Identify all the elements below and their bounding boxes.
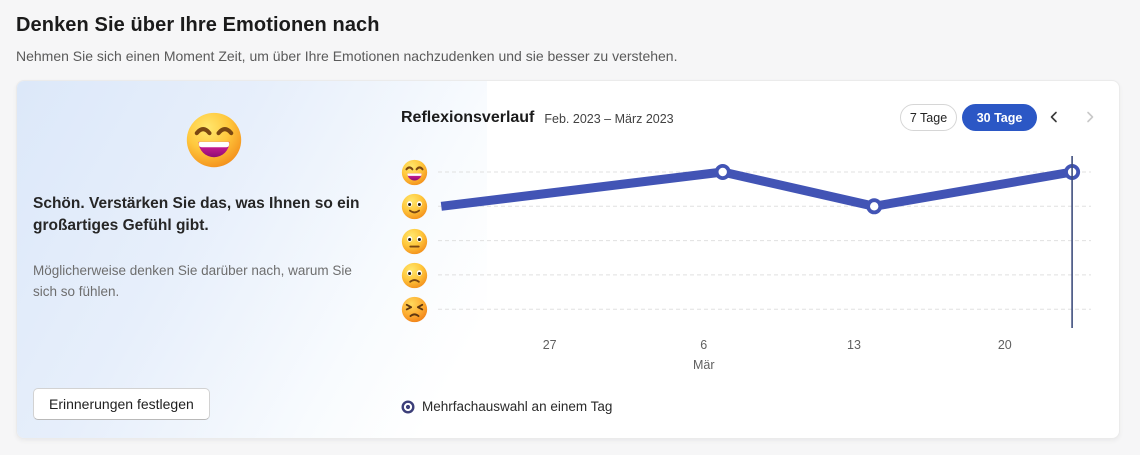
reflection-card: Schön. Verstärken Sie das, was Ihnen so … bbox=[16, 80, 1120, 439]
neutral-face-icon bbox=[401, 228, 428, 254]
mood-summary-panel: Schön. Verstärken Sie das, was Ihnen so … bbox=[17, 81, 487, 438]
data-point-marker-center bbox=[870, 202, 879, 211]
x-axis-tick: 13 bbox=[847, 338, 861, 352]
reflection-line-chart[interactable] bbox=[438, 151, 1091, 341]
multi-selection-dot-icon bbox=[401, 400, 415, 413]
data-point-marker-center bbox=[718, 167, 727, 177]
mood-description: Möglicherweise denken Sie darüber nach, … bbox=[33, 263, 352, 299]
next-period-button[interactable] bbox=[1079, 106, 1101, 128]
laughing-face-icon bbox=[401, 159, 428, 186]
range-30-days-button[interactable]: 30 Tage bbox=[962, 104, 1037, 131]
mood-heading: Schön. Verstärken Sie das, was Ihnen so … bbox=[33, 195, 360, 234]
chart-date-range: Feb. 2023 – März 2023 bbox=[544, 112, 674, 126]
page-subtitle: Nehmen Sie sich einen Moment Zeit, um üb… bbox=[16, 48, 678, 64]
persevering-face-icon bbox=[401, 296, 428, 323]
mood-trend-line bbox=[440, 167, 1073, 211]
chevron-right-icon bbox=[1087, 111, 1094, 123]
chart-header: Reflexionsverlauf Feb. 2023 – März 2023 bbox=[401, 105, 674, 131]
slightly-smiling-face-icon bbox=[401, 193, 428, 220]
chevron-left-icon bbox=[1050, 111, 1057, 123]
chart-title: Reflexionsverlauf bbox=[401, 109, 535, 126]
laughing-face-icon bbox=[186, 112, 242, 168]
previous-period-button[interactable] bbox=[1043, 106, 1065, 128]
x-axis-tick: 27 bbox=[542, 338, 557, 352]
page-title: Denken Sie über Ihre Emotionen nach bbox=[16, 14, 380, 36]
legend-label: Mehrfachauswahl an einem Tag bbox=[422, 399, 613, 414]
x-axis-tick: 20 bbox=[997, 338, 1012, 352]
range-7-days-button[interactable]: 7 Tage bbox=[900, 104, 957, 131]
frowning-face-icon bbox=[401, 262, 428, 289]
chart-legend: Mehrfachauswahl an einem Tag bbox=[401, 399, 612, 414]
set-reminders-button[interactable]: Erinnerungen festlegen bbox=[33, 388, 210, 420]
x-axis-tick: 6 Mär bbox=[693, 338, 715, 372]
